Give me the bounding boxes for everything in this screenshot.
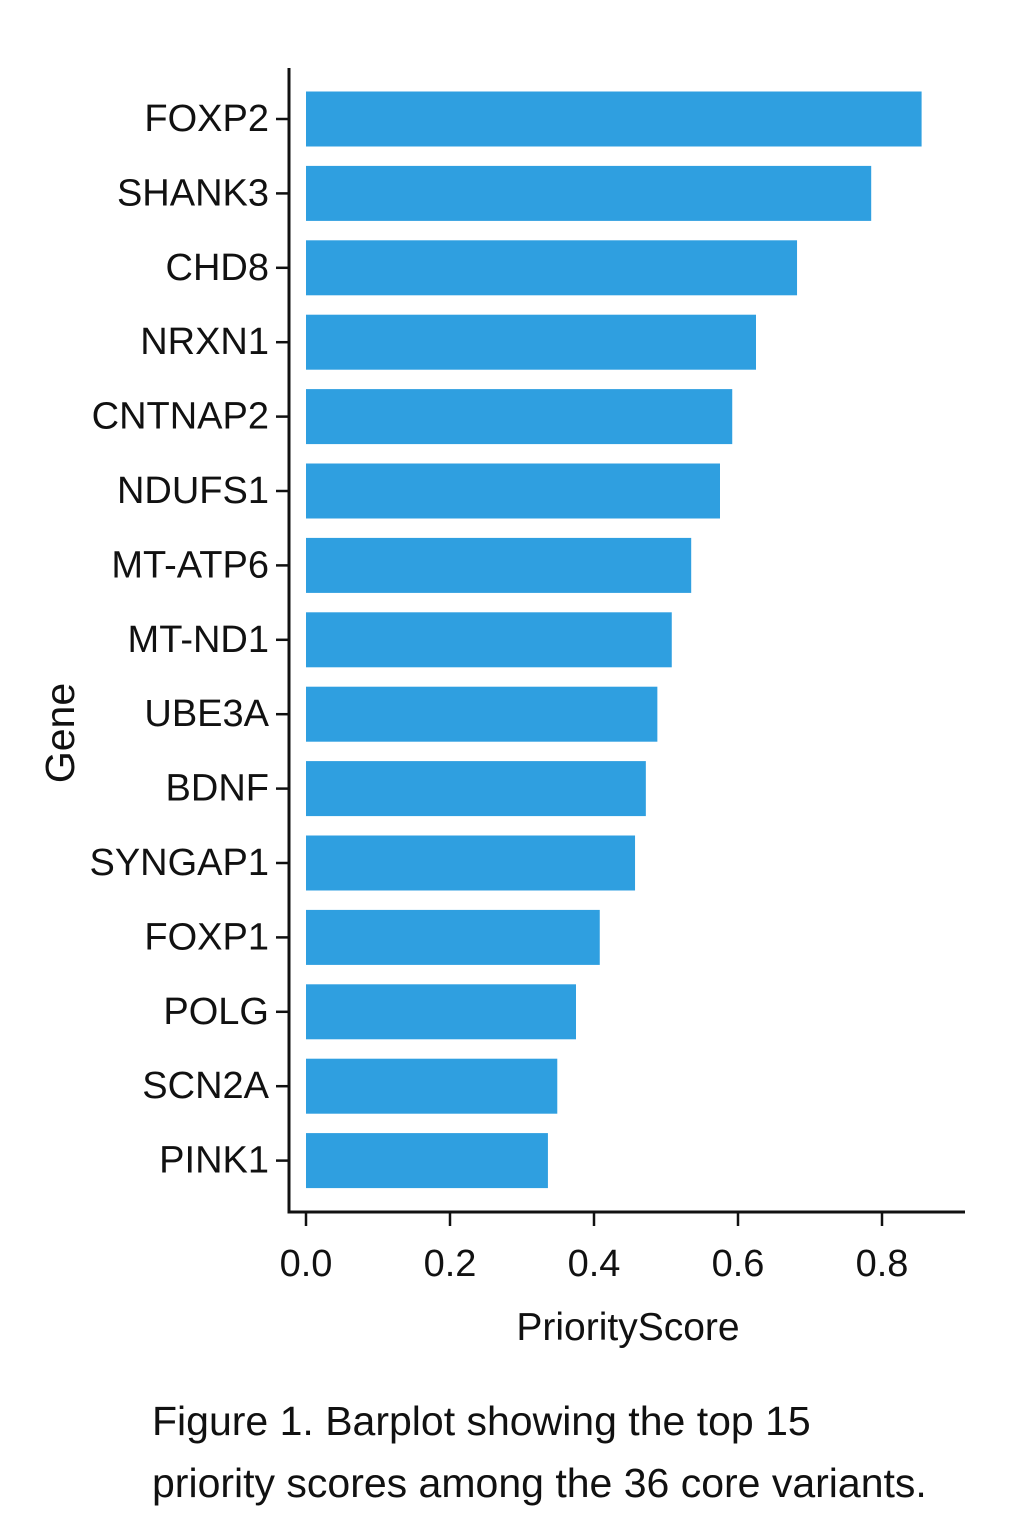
bar-syngap1 xyxy=(306,835,636,891)
x-tick-label-4: 0.8 xyxy=(856,1243,909,1285)
y-tick-label-syngap1: SYNGAP1 xyxy=(89,842,269,884)
y-tick-label-mt-nd1: MT-ND1 xyxy=(128,619,269,661)
bar-foxp1 xyxy=(306,909,600,965)
bar-nrxn1 xyxy=(306,314,756,370)
bar-polg xyxy=(306,984,576,1040)
y-tick-label-foxp2: FOXP2 xyxy=(144,98,269,140)
bar-shank3 xyxy=(306,165,872,221)
y-tick-label-bdnf: BDNF xyxy=(166,768,269,810)
y-tick-label-foxp1: FOXP1 xyxy=(144,916,269,958)
bar-ube3a xyxy=(306,686,658,742)
caption-line-1: Figure 1. Barplot showing the top 15 xyxy=(152,1398,811,1444)
bar-bdnf xyxy=(306,761,646,817)
bar-chd8 xyxy=(306,240,798,296)
y-tick-label-chd8: CHD8 xyxy=(166,247,269,289)
x-tick-label-0: 0.0 xyxy=(280,1243,333,1285)
y-tick-label-mt-atp6: MT-ATP6 xyxy=(111,544,269,586)
bar-chart: FOXP2 SHANK3 CHD8 NRXN1 CNTNAP2 NDUFS1 MT-ATP6… xyxy=(37,68,965,1349)
figure-caption: Figure 1. Barplot showing the top 15 pri… xyxy=(152,1390,1012,1514)
y-tick-label-ndufs1: NDUFS1 xyxy=(117,470,269,512)
bar-mt-atp6 xyxy=(306,537,692,593)
y-tick-label-ube3a: UBE3A xyxy=(144,693,269,735)
caption-line-2: priority scores among the 36 core varian… xyxy=(152,1460,927,1506)
y-tick-label-polg: POLG xyxy=(163,991,269,1033)
bar-cntnap2 xyxy=(306,389,733,445)
x-tick-label-3: 0.6 xyxy=(712,1243,765,1285)
bar-foxp2 xyxy=(306,91,922,147)
bar-pink1 xyxy=(306,1133,548,1189)
y-tick-label-scn2a: SCN2A xyxy=(142,1065,269,1107)
bar-scn2a xyxy=(306,1058,558,1114)
y-axis-label: Gene xyxy=(37,683,83,783)
bar-mt-nd1 xyxy=(306,612,672,668)
y-tick-label-pink1: PINK1 xyxy=(159,1140,269,1182)
x-axis-label: PriorityScore xyxy=(516,1306,739,1349)
y-tick-label-shank3: SHANK3 xyxy=(117,172,269,214)
bar-ndufs1 xyxy=(306,463,720,519)
x-tick-label-1: 0.2 xyxy=(424,1243,477,1285)
y-tick-label-cntnap2: CNTNAP2 xyxy=(92,396,269,438)
x-tick-label-2: 0.4 xyxy=(568,1243,621,1285)
y-tick-label-nrxn1: NRXN1 xyxy=(140,321,269,363)
